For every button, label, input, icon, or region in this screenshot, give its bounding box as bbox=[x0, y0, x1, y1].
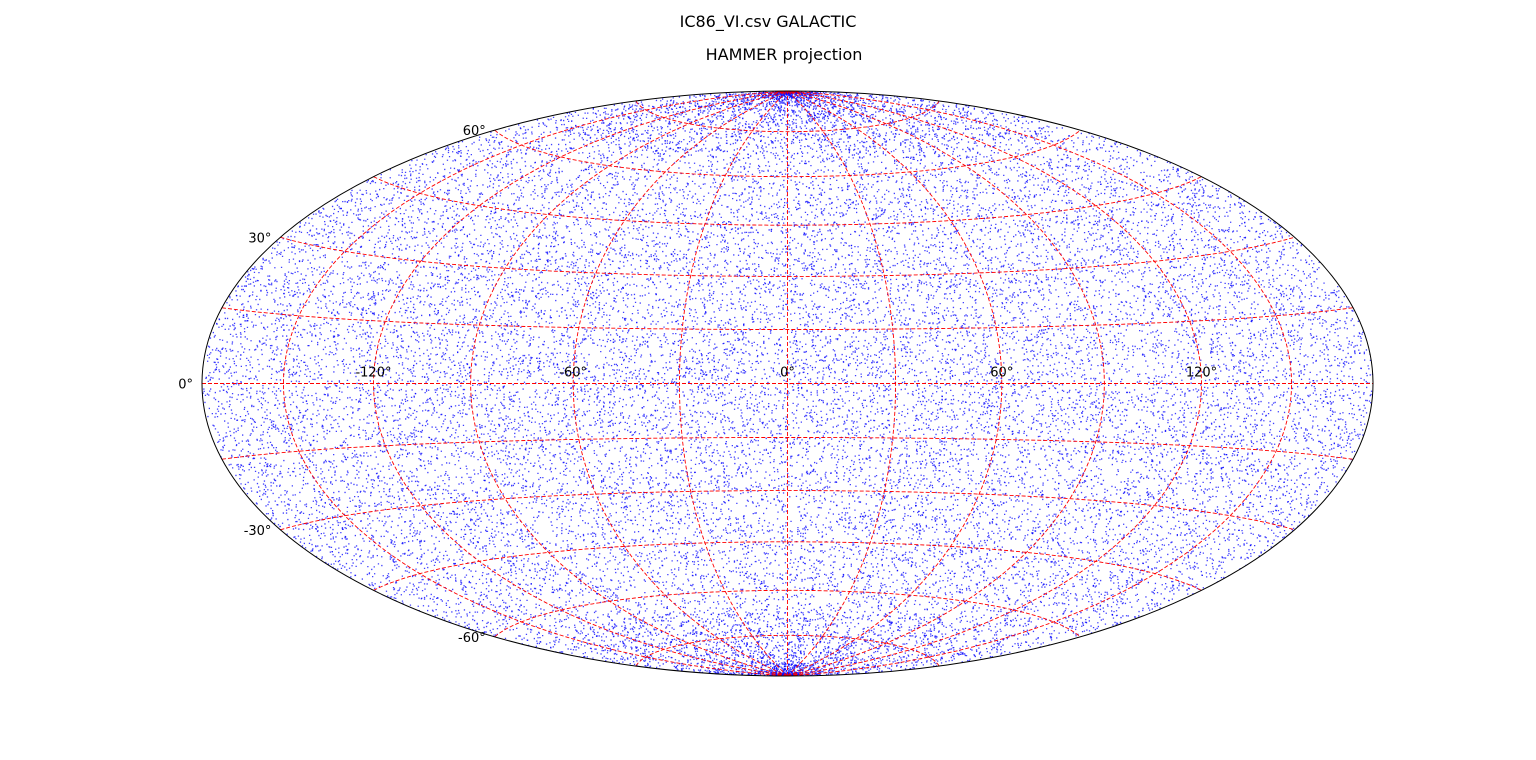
figure-suptitle: IC86_VI.csv GALACTIC bbox=[679, 12, 857, 31]
tick-labels: -120° -60° 0° 60° 120° 60° 30° 0° -30° -60° bbox=[178, 124, 1217, 646]
parallel-line bbox=[373, 176, 1202, 226]
parallel-line bbox=[221, 307, 1354, 330]
meridian-line bbox=[373, 91, 788, 676]
parallel-line bbox=[280, 490, 1295, 531]
y-tick-label: -30° bbox=[244, 524, 272, 539]
axes-title: HAMMER projection bbox=[705, 45, 863, 64]
meridian-line bbox=[787, 91, 897, 676]
meridian-line bbox=[787, 91, 1293, 676]
graticule-grid bbox=[202, 91, 1373, 676]
x-tick-label: -120° bbox=[355, 366, 391, 381]
meridian-line bbox=[470, 91, 788, 676]
x-tick-label: 60° bbox=[990, 366, 1013, 381]
meridian-line bbox=[787, 91, 1003, 676]
meridian-line bbox=[282, 91, 788, 676]
meridian-line bbox=[787, 91, 1202, 676]
meridian-line bbox=[572, 91, 788, 676]
x-tick-label: 0° bbox=[780, 366, 795, 381]
scatter-points bbox=[202, 91, 1373, 676]
meridian-line bbox=[787, 91, 1105, 676]
y-tick-label: -60° bbox=[458, 631, 486, 646]
y-tick-label: 0° bbox=[178, 378, 193, 393]
scatter-point-group bbox=[207, 91, 1370, 676]
projection-frame bbox=[201, 90, 1374, 677]
x-tick-label: 120° bbox=[1186, 366, 1217, 381]
meridian-line bbox=[678, 91, 788, 676]
y-tick-label: 60° bbox=[463, 124, 486, 139]
x-tick-label: -60° bbox=[559, 366, 587, 381]
y-tick-label: 30° bbox=[248, 231, 271, 246]
